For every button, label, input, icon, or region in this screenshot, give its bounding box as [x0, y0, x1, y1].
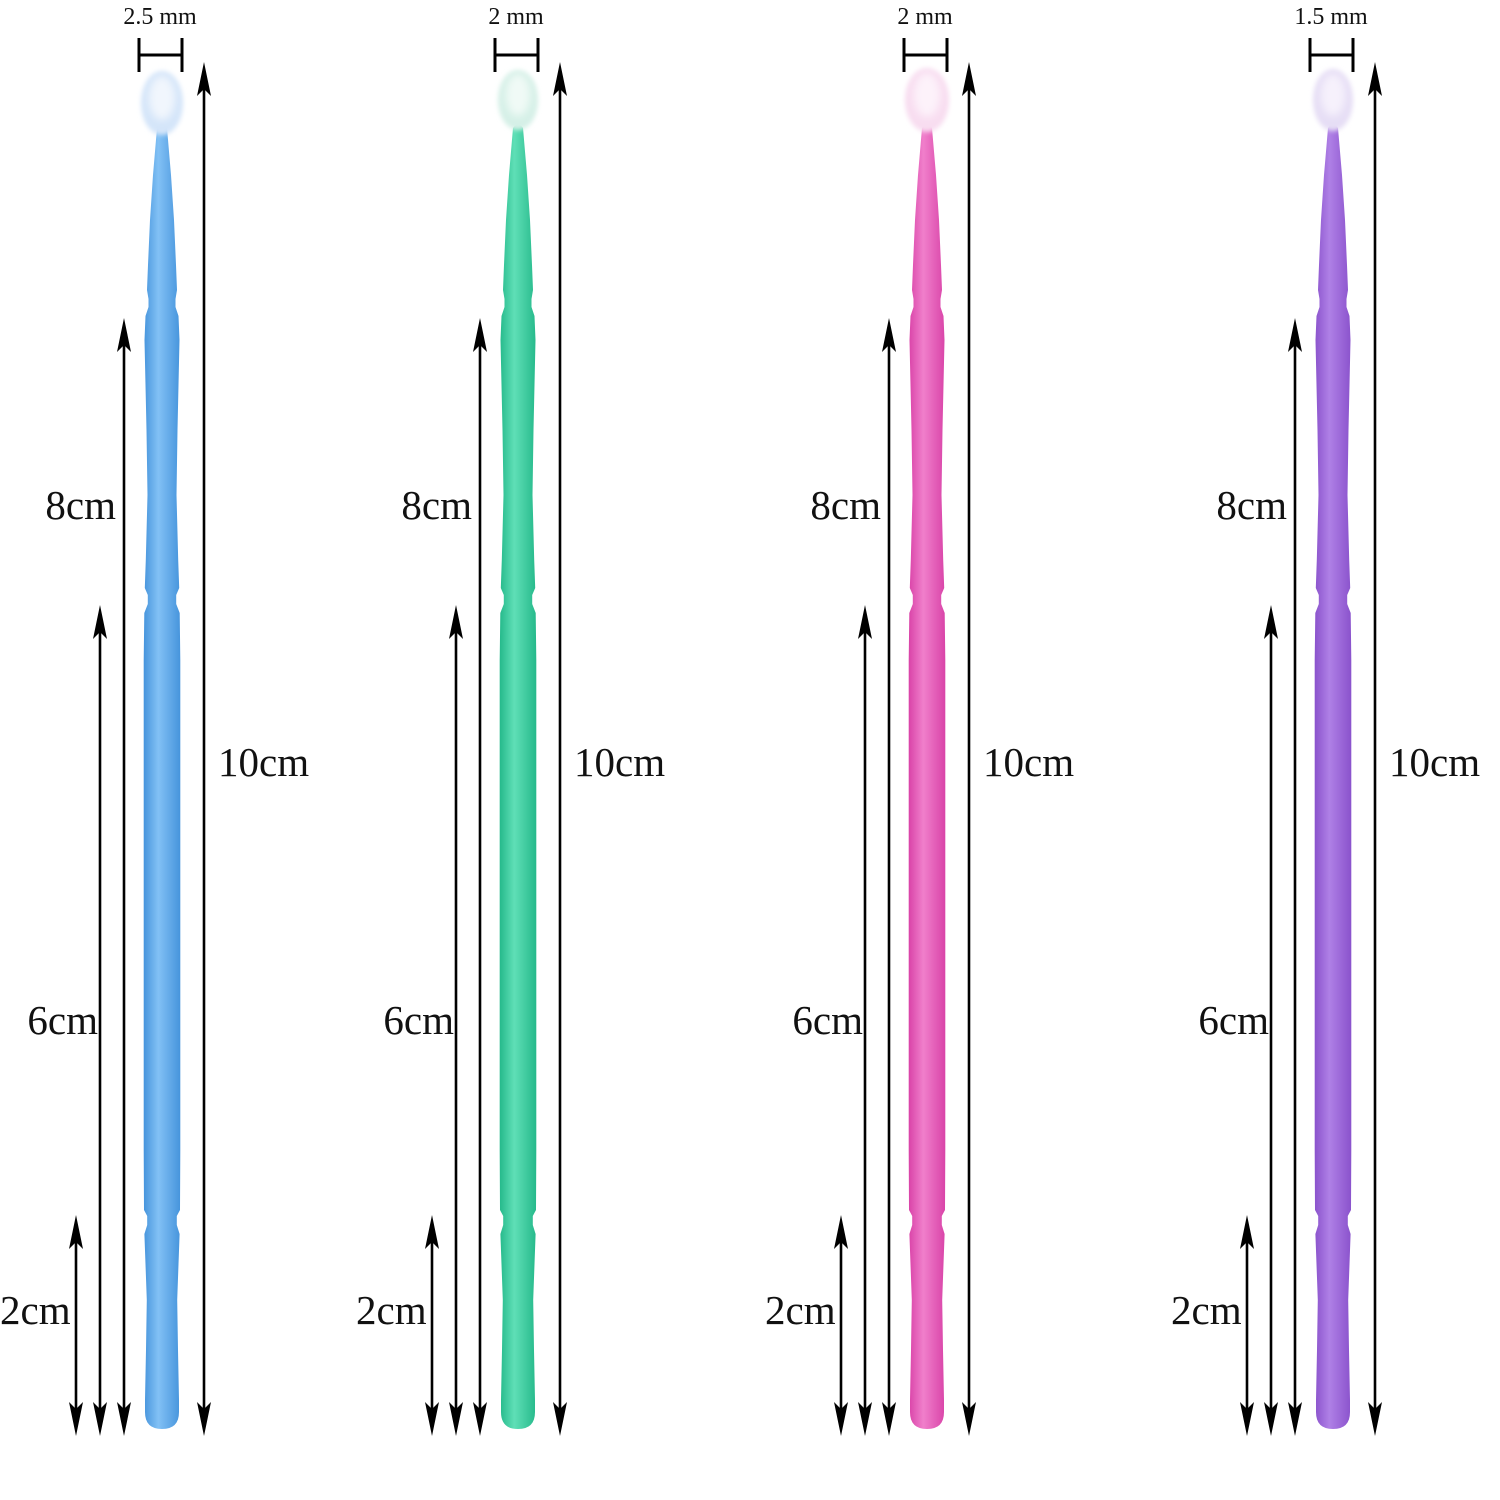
brush-swab: [1313, 69, 1353, 1429]
brush-figure-green: [425, 38, 567, 1436]
dimension-arrows: [834, 62, 976, 1436]
brush-figure-purple: [1240, 38, 1382, 1436]
brush-shaft: [908, 124, 946, 1429]
dimension-label-8cm: 8cm: [810, 482, 881, 528]
brush-column-pink: 2 mm: [765, 0, 1095, 1500]
tip-width-bracket: [902, 38, 949, 72]
brush-shaft: [143, 124, 181, 1429]
dimension-label-2cm: 2cm: [765, 1287, 836, 1333]
dimension-label-10cm: 10cm: [1389, 739, 1481, 785]
brush-tip-fluff-core: [149, 76, 175, 120]
dimension-label-6cm: 6cm: [792, 997, 863, 1043]
brush-swab: [905, 68, 949, 1429]
brush-figure-blue: [69, 38, 211, 1436]
brush-shaft: [1314, 124, 1352, 1429]
dimension-label-10cm: 10cm: [218, 739, 310, 785]
brush-column-purple: 1.5 mm: [1171, 0, 1500, 1500]
dimension-label-2cm: 2cm: [0, 1287, 71, 1333]
dimension-label-6cm: 6cm: [27, 997, 98, 1043]
brush-tip-fluff-core: [1321, 74, 1345, 116]
dimension-arrows: [425, 62, 567, 1436]
dimension-label-8cm: 8cm: [45, 482, 116, 528]
tip-width-label: 2.5 mm: [123, 4, 197, 30]
dimension-label-10cm: 10cm: [983, 739, 1075, 785]
tip-width-bracket: [137, 38, 184, 72]
dimension-label-2cm: 2cm: [356, 1287, 427, 1333]
tip-width-label: 2 mm: [488, 4, 544, 30]
brush-tip-fluff-core: [506, 74, 530, 116]
dimension-label-2cm: 2cm: [1171, 1287, 1242, 1333]
brush-figure-pink: [834, 38, 976, 1436]
dimension-label-8cm: 8cm: [401, 482, 472, 528]
brush-column-green: 2 mm: [356, 0, 686, 1500]
dimension-arrows: [69, 62, 211, 1436]
dimension-label-10cm: 10cm: [574, 739, 666, 785]
brush-shaft: [499, 124, 537, 1429]
tip-width-bracket: [493, 38, 540, 72]
dimension-label-8cm: 8cm: [1216, 482, 1287, 528]
brush-swab: [141, 71, 183, 1429]
brush-swab: [498, 70, 538, 1429]
dimension-label-6cm: 6cm: [383, 997, 454, 1043]
dimension-arrows: [1240, 62, 1382, 1436]
tip-width-label: 1.5 mm: [1294, 4, 1368, 30]
tip-width-label: 2 mm: [897, 4, 953, 30]
dimension-label-6cm: 6cm: [1198, 997, 1269, 1043]
brush-tip-fluff-core: [914, 73, 940, 117]
tip-width-bracket: [1308, 38, 1355, 72]
brush-column-blue: 2.5 mm: [0, 0, 330, 1500]
